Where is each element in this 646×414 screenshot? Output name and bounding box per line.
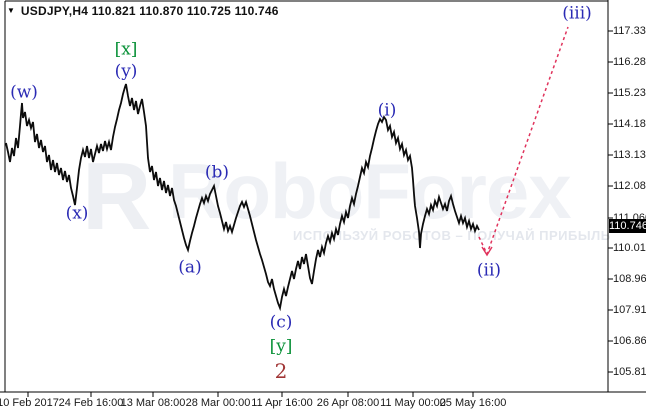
time-axis-label: 10 Feb 2017 [0, 397, 59, 409]
collapse-triangle-icon[interactable]: ▼ [7, 6, 15, 15]
wave-label-i[interactable]: (i) [377, 100, 397, 121]
time-axis-label: 26 Apr 08:00 [316, 397, 380, 409]
time-axis-label: 25 May 16:00 [439, 397, 507, 409]
price-axis-label: 116.280 [613, 56, 646, 68]
roboforex-tagline-watermark: ИСПОЛЬЗУЙ РОБОТОВ – ПОЛУЧАЙ ПРИБЫЛЬ [293, 228, 611, 243]
wave-label-iii[interactable]: (iii) [562, 3, 592, 24]
time-axis-label: 13 Mar 08:00 [120, 397, 186, 409]
price-axis-label: 114.180 [613, 118, 646, 130]
price-axis-label: 107.910 [613, 304, 646, 316]
price-axis-label: 117.330 [613, 25, 646, 37]
wave-label-c[interactable]: (c) [269, 312, 293, 333]
wave-label-x[interactable]: [x] [114, 39, 138, 60]
price-axis-label: 106.860 [613, 335, 646, 347]
price-axis-label: 108.960 [613, 273, 646, 285]
wave-label-ii[interactable]: (ii) [476, 260, 502, 281]
current-price-badge: 110.746 [609, 219, 646, 233]
price-axis-label: 105.810 [613, 366, 646, 378]
price-axis-label: 112.080 [613, 180, 646, 192]
chart-title-bar: ▼ USDJPY,H4 110.821 110.870 110.725 110.… [7, 4, 279, 18]
time-axis-label: 11 May 00:00 [380, 397, 446, 409]
wave-label-y[interactable]: (y) [114, 61, 138, 82]
wave-label-x[interactable]: (x) [65, 203, 89, 224]
price-axis-label: 113.130 [613, 149, 646, 161]
time-axis-label: 11 Apr 16:00 [251, 397, 313, 409]
wave-label-w[interactable]: (w) [10, 82, 38, 103]
time-axis-label: 24 Feb 16:00 [58, 397, 124, 409]
price-axis-label: 110.010 [613, 242, 646, 254]
wave-label-2[interactable]: 2 [274, 359, 288, 383]
wave-label-b[interactable]: (b) [204, 162, 230, 183]
time-axis-label: 28 Mar 00:00 [185, 397, 251, 409]
wave-label-y[interactable]: [y] [269, 336, 293, 357]
chart-title: USDJPY,H4 110.821 110.870 110.725 110.74… [20, 4, 279, 18]
price-axis-label: 115.230 [613, 87, 646, 99]
wave-label-a[interactable]: (a) [178, 257, 202, 278]
